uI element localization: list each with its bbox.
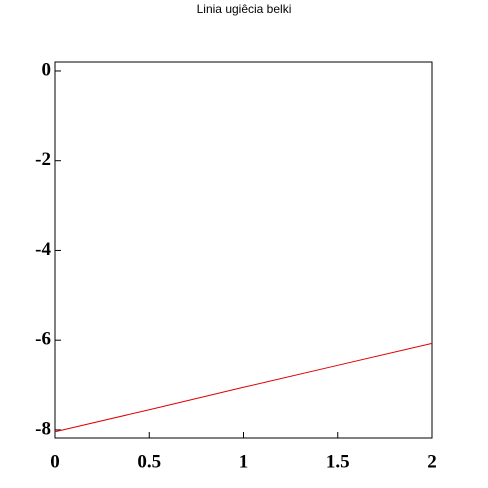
y-tick-label: -2	[35, 149, 51, 170]
data-line	[54, 342, 433, 433]
x-tick-label: 1	[239, 451, 249, 472]
y-tick-label: 0	[42, 59, 52, 80]
y-tick-label: -6	[35, 329, 51, 350]
x-tick-label: 2	[427, 451, 437, 472]
chart-title: Linia ugiêcia belki	[197, 2, 292, 16]
x-tick-label: 0	[50, 451, 60, 472]
y-tick-label: -8	[35, 418, 51, 439]
plot-frame	[54, 61, 433, 439]
x-tick-label: 0.5	[137, 451, 161, 472]
x-tick-label: 1.5	[326, 451, 350, 472]
y-tick-label: -4	[35, 239, 51, 260]
